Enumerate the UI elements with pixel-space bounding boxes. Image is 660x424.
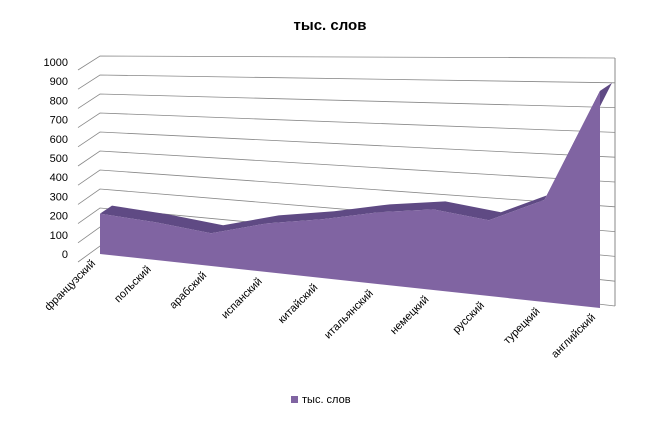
y-tick-label: 400 — [50, 172, 68, 184]
area-front — [100, 90, 600, 309]
y-tick-label: 1000 — [44, 57, 68, 69]
x-tick-label: польский — [112, 264, 153, 305]
x-tick-label: итальянский — [322, 288, 376, 342]
area-top — [100, 82, 612, 234]
x-tick-label: китайский — [276, 282, 320, 326]
grid-line — [77, 112, 616, 133]
legend-label: тыс. слов — [302, 394, 351, 406]
x-tick-label: турецкий — [501, 306, 542, 347]
x-tick-label: немецкий — [388, 294, 431, 337]
y-tick-label: 300 — [50, 191, 68, 203]
y-tick-label: 900 — [50, 76, 68, 88]
y-tick-label: 700 — [50, 115, 68, 127]
x-tick-label: французский — [42, 258, 98, 314]
grid-line — [77, 74, 616, 90]
grid-line — [77, 169, 616, 208]
grid-line — [77, 93, 616, 109]
y-tick-label: 800 — [50, 95, 68, 107]
y-tick-label: 100 — [50, 230, 68, 242]
x-tick-label: русский — [451, 300, 487, 336]
grid-line — [77, 150, 616, 183]
chart-title: тыс. слов — [294, 17, 367, 34]
x-tick-label: арабский — [167, 270, 209, 312]
y-tick-label: 200 — [50, 211, 68, 223]
y-tick-label: 600 — [50, 134, 68, 146]
grid-line — [77, 131, 616, 158]
x-tick-label: английский — [549, 312, 598, 361]
y-tick-label: 0 — [62, 249, 68, 261]
x-tick-label: испанский — [219, 276, 265, 322]
grid-line — [77, 55, 616, 71]
y-tick-label: 500 — [50, 153, 68, 165]
legend-swatch — [291, 396, 298, 403]
